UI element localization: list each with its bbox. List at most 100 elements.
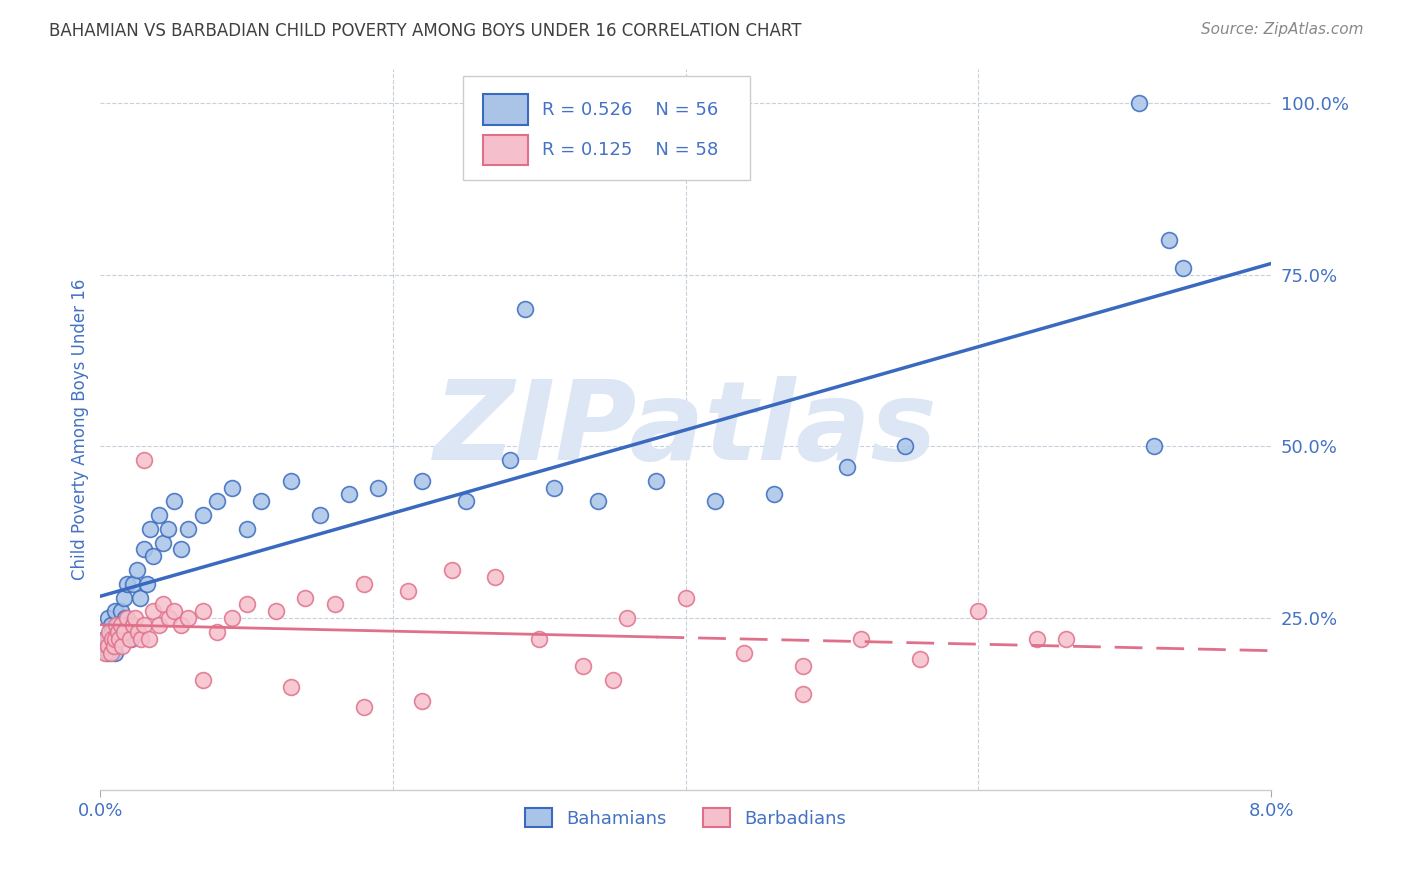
Point	[139, 522, 162, 536]
Point	[1128, 95, 1150, 110]
Y-axis label: Child Poverty Among Boys Under 16: Child Poverty Among Boys Under 16	[72, 278, 89, 580]
Point	[115, 611, 138, 625]
Point	[207, 624, 229, 639]
Point	[107, 624, 129, 639]
Point	[100, 646, 122, 660]
Point	[104, 646, 127, 660]
Point	[97, 646, 120, 660]
FancyBboxPatch shape	[464, 76, 751, 180]
Legend: Bahamians, Barbadians: Bahamians, Barbadians	[517, 801, 853, 835]
Point	[396, 583, 419, 598]
Point	[894, 439, 917, 453]
Point	[170, 542, 193, 557]
Point	[98, 624, 121, 639]
Point	[162, 494, 184, 508]
Point	[148, 618, 170, 632]
Point	[152, 535, 174, 549]
Point	[162, 604, 184, 618]
Point	[280, 474, 302, 488]
Point	[280, 680, 302, 694]
Point	[111, 624, 134, 639]
Point	[157, 611, 180, 625]
Point	[110, 604, 132, 618]
Point	[125, 563, 148, 577]
Point	[108, 632, 131, 646]
Point	[138, 632, 160, 646]
Point	[97, 611, 120, 625]
Point	[440, 563, 463, 577]
Point	[177, 522, 200, 536]
Point	[148, 508, 170, 522]
Point	[93, 632, 115, 646]
Point	[1157, 233, 1180, 247]
Point	[142, 549, 165, 564]
Point	[114, 611, 136, 625]
Point	[967, 604, 990, 618]
Point	[411, 693, 433, 707]
Point	[134, 453, 156, 467]
Point	[104, 604, 127, 618]
Point	[191, 604, 214, 618]
Point	[616, 611, 638, 625]
FancyBboxPatch shape	[484, 135, 527, 165]
Point	[207, 494, 229, 508]
Point	[456, 494, 478, 508]
Point	[235, 522, 257, 536]
Point	[513, 301, 536, 316]
Point	[353, 576, 375, 591]
Point	[103, 639, 125, 653]
Point	[103, 639, 125, 653]
Text: ZIPatlas: ZIPatlas	[434, 376, 938, 483]
Point	[127, 624, 149, 639]
Point	[170, 618, 193, 632]
Point	[704, 494, 727, 508]
Point	[105, 618, 128, 632]
Point	[156, 522, 179, 536]
Point	[93, 646, 115, 660]
Point	[134, 618, 156, 632]
Point	[121, 618, 143, 632]
Point	[908, 652, 931, 666]
Point	[177, 611, 200, 625]
Point	[250, 494, 273, 508]
Point	[142, 604, 165, 618]
Point	[100, 618, 122, 632]
Point	[108, 632, 131, 646]
Point	[152, 598, 174, 612]
Point	[191, 508, 214, 522]
Point	[110, 618, 132, 632]
Point	[645, 474, 668, 488]
Point	[124, 611, 146, 625]
Point	[128, 591, 150, 605]
Point	[96, 639, 118, 653]
Point	[121, 576, 143, 591]
Point	[98, 632, 121, 646]
Point	[120, 632, 142, 646]
Point	[323, 598, 346, 612]
Point	[264, 604, 287, 618]
Point	[529, 632, 551, 646]
Point	[101, 624, 124, 639]
Point	[367, 481, 389, 495]
Point	[337, 487, 360, 501]
Text: R = 0.125    N = 58: R = 0.125 N = 58	[541, 141, 718, 159]
Point	[543, 481, 565, 495]
Point	[294, 591, 316, 605]
Point	[221, 611, 243, 625]
Point	[191, 673, 214, 687]
Point	[101, 632, 124, 646]
Point	[118, 632, 141, 646]
Point	[353, 700, 375, 714]
Point	[134, 542, 156, 557]
Point	[572, 659, 595, 673]
Point	[411, 474, 433, 488]
Point	[131, 632, 153, 646]
Point	[1143, 439, 1166, 453]
Point	[1173, 260, 1195, 275]
Point	[221, 481, 243, 495]
Point	[762, 487, 785, 501]
Text: BAHAMIAN VS BARBADIAN CHILD POVERTY AMONG BOYS UNDER 16 CORRELATION CHART: BAHAMIAN VS BARBADIAN CHILD POVERTY AMON…	[49, 22, 801, 40]
Point	[112, 624, 135, 639]
Point	[733, 646, 755, 660]
FancyBboxPatch shape	[484, 95, 527, 125]
